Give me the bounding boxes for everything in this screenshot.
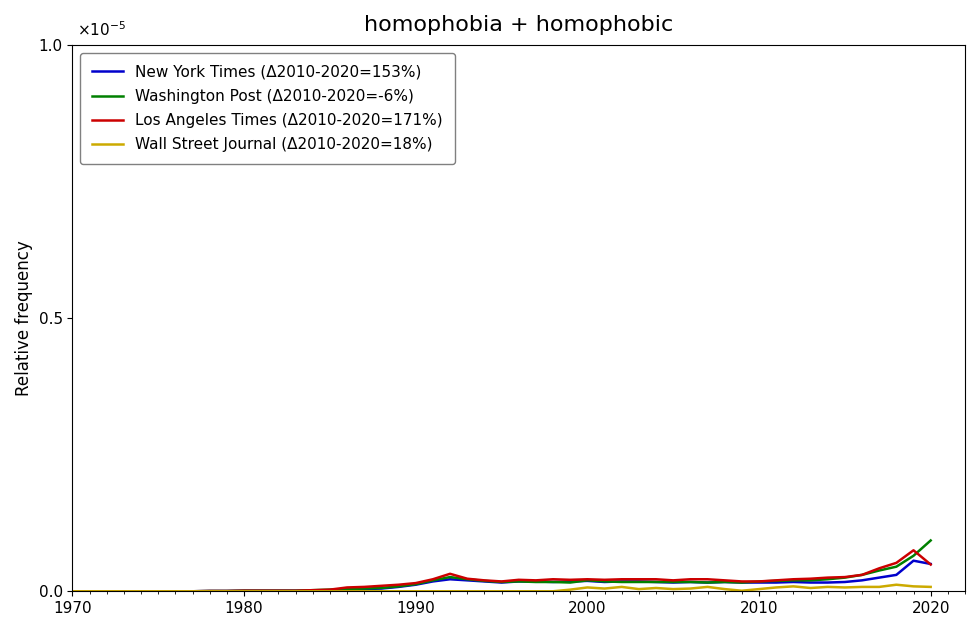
Los Angeles Times (Δ2010-2020=171%) — [67, 587, 78, 595]
Wall Street Journal (Δ2010-2020=18%) — [633, 586, 645, 593]
Title: homophobia + homophobic: homophobia + homophobic — [365, 15, 673, 35]
Line: Washington Post (Δ2010-2020=-6%): Washington Post (Δ2010-2020=-6%) — [73, 541, 931, 591]
Legend: New York Times (Δ2010-2020=153%), Washington Post (Δ2010-2020=-6%), Los Angeles : New York Times (Δ2010-2020=153%), Washin… — [80, 52, 455, 165]
New York Times (Δ2010-2020=153%) — [67, 587, 78, 595]
Los Angeles Times (Δ2010-2020=171%) — [684, 575, 696, 583]
Washington Post (Δ2010-2020=-6%) — [925, 537, 937, 545]
Washington Post (Δ2010-2020=-6%) — [67, 587, 78, 595]
Washington Post (Δ2010-2020=-6%) — [341, 586, 353, 593]
Wall Street Journal (Δ2010-2020=18%) — [684, 585, 696, 593]
Wall Street Journal (Δ2010-2020=18%) — [891, 581, 903, 589]
Line: Wall Street Journal (Δ2010-2020=18%): Wall Street Journal (Δ2010-2020=18%) — [73, 585, 931, 591]
Washington Post (Δ2010-2020=-6%) — [324, 586, 336, 593]
Washington Post (Δ2010-2020=-6%) — [256, 587, 268, 594]
Los Angeles Times (Δ2010-2020=171%) — [341, 584, 353, 591]
Y-axis label: Relative frequency: Relative frequency — [15, 240, 33, 396]
Los Angeles Times (Δ2010-2020=171%) — [633, 575, 645, 583]
New York Times (Δ2010-2020=153%) — [891, 571, 903, 579]
Washington Post (Δ2010-2020=-6%) — [633, 578, 645, 586]
Wall Street Journal (Δ2010-2020=18%) — [925, 583, 937, 591]
Wall Street Journal (Δ2010-2020=18%) — [256, 587, 268, 595]
Wall Street Journal (Δ2010-2020=18%) — [907, 582, 919, 590]
Text: $\times10^{-5}$: $\times10^{-5}$ — [76, 21, 125, 39]
New York Times (Δ2010-2020=153%) — [324, 586, 336, 594]
Wall Street Journal (Δ2010-2020=18%) — [324, 587, 336, 595]
Los Angeles Times (Δ2010-2020=171%) — [324, 586, 336, 593]
New York Times (Δ2010-2020=153%) — [684, 578, 696, 586]
New York Times (Δ2010-2020=153%) — [341, 586, 353, 593]
Los Angeles Times (Δ2010-2020=171%) — [925, 561, 937, 569]
New York Times (Δ2010-2020=153%) — [925, 560, 937, 568]
Washington Post (Δ2010-2020=-6%) — [907, 552, 919, 560]
Line: Los Angeles Times (Δ2010-2020=171%): Los Angeles Times (Δ2010-2020=171%) — [73, 550, 931, 591]
Los Angeles Times (Δ2010-2020=171%) — [907, 546, 919, 554]
Los Angeles Times (Δ2010-2020=171%) — [256, 587, 268, 594]
New York Times (Δ2010-2020=153%) — [256, 587, 268, 594]
Wall Street Journal (Δ2010-2020=18%) — [67, 587, 78, 595]
Los Angeles Times (Δ2010-2020=171%) — [891, 559, 903, 567]
New York Times (Δ2010-2020=153%) — [907, 557, 919, 565]
New York Times (Δ2010-2020=153%) — [633, 577, 645, 585]
Wall Street Journal (Δ2010-2020=18%) — [341, 587, 353, 595]
Washington Post (Δ2010-2020=-6%) — [684, 578, 696, 586]
Line: New York Times (Δ2010-2020=153%): New York Times (Δ2010-2020=153%) — [73, 561, 931, 591]
